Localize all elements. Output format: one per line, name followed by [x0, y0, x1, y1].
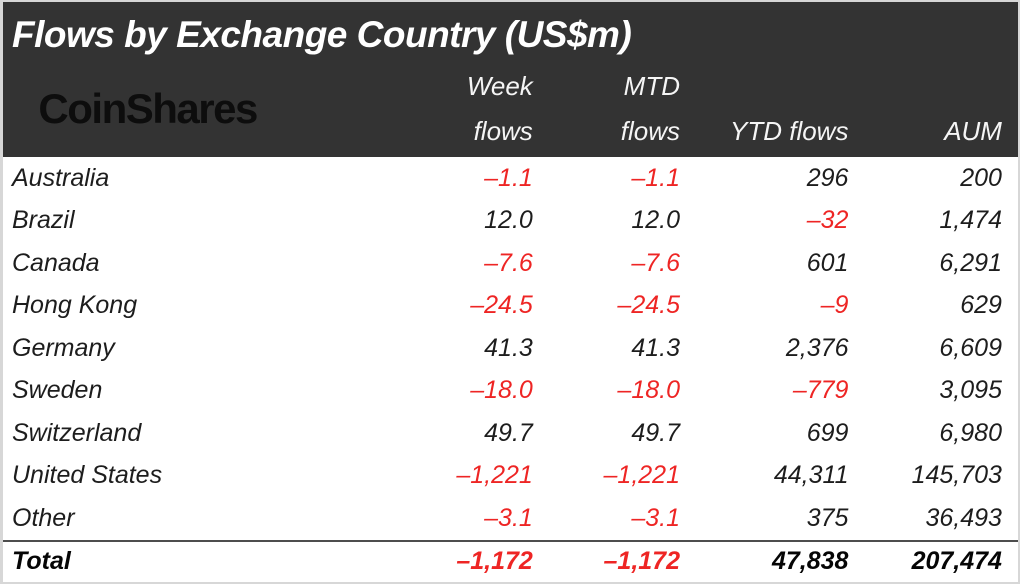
- aum-cell: 6,609: [939, 333, 1002, 362]
- week-flows-cell: –1,221: [456, 461, 533, 490]
- ytd-flows-cell: 296: [806, 163, 849, 192]
- aum-cell: 145,703: [911, 461, 1002, 490]
- country-cell: Sweden: [12, 376, 103, 405]
- table-row-switzerland: Switzerland 49.7 49.7 699 6,980: [3, 412, 1018, 455]
- ytd-flows-cell: –32: [806, 206, 849, 235]
- mtd-flows-cell: 41.3: [631, 333, 680, 362]
- table-row-australia: Australia –1.1 –1.1 296 200: [3, 157, 1018, 200]
- table-row-united-states: United States –1,221 –1,221 44,311 145,7…: [3, 455, 1018, 498]
- table-row-sweden: Sweden –18.0 –18.0 –779 3,095: [3, 370, 1018, 413]
- aum-cell: 629: [960, 291, 1002, 320]
- aum-cell: 6,291: [939, 248, 1002, 277]
- mtd-flows-cell: 49.7: [631, 418, 680, 447]
- week-flows-cell: 41.3: [484, 333, 533, 362]
- column-header-week-flows: Week flows: [292, 64, 533, 157]
- total-mtd-flows-cell: –1,172: [603, 547, 680, 576]
- column-header-mtd-line1: MTD: [623, 71, 680, 101]
- aum-cell: 36,493: [925, 503, 1002, 532]
- week-flows-cell: –18.0: [470, 376, 533, 405]
- country-cell: Germany: [12, 333, 115, 362]
- total-ytd-flows-cell: 47,838: [772, 547, 849, 576]
- column-header-row: CoinShares Week flows MTD flows YTD flow…: [3, 57, 1018, 157]
- week-flows-cell: –1.1: [484, 163, 533, 192]
- aum-cell: 3,095: [939, 376, 1002, 405]
- ytd-flows-cell: 2,376: [785, 333, 849, 362]
- column-header-ytd-label: YTD flows: [730, 116, 849, 146]
- table-row-brazil: Brazil 12.0 12.0 –32 1,474: [3, 200, 1018, 243]
- week-flows-cell: 12.0: [484, 206, 533, 235]
- table-row-germany: Germany 41.3 41.3 2,376 6,609: [3, 327, 1018, 370]
- ytd-flows-cell: 44,311: [773, 461, 849, 490]
- country-cell: Brazil: [12, 206, 75, 235]
- table-body: Australia –1.1 –1.1 296 200 Brazil 12.0 …: [3, 157, 1018, 582]
- column-header-aum: AUM: [848, 109, 1018, 157]
- week-flows-cell: 49.7: [484, 418, 533, 447]
- column-header-week-line2: flows: [473, 116, 533, 146]
- mtd-flows-cell: –1,221: [603, 461, 680, 490]
- page-title: Flows by Exchange Country (US$m): [12, 14, 632, 55]
- total-week-flows-cell: –1,172: [456, 547, 533, 576]
- table-row-total: Total –1,172 –1,172 47,838 207,474: [3, 539, 1018, 583]
- week-flows-cell: –24.5: [470, 291, 533, 320]
- country-cell: Canada: [12, 248, 100, 277]
- mtd-flows-cell: –18.0: [617, 376, 680, 405]
- total-aum-cell: 207,474: [911, 547, 1002, 576]
- table-row-other: Other –3.1 –3.1 375 36,493: [3, 497, 1018, 540]
- country-cell: Switzerland: [12, 418, 142, 447]
- country-cell: Australia: [12, 163, 110, 192]
- mtd-flows-cell: –24.5: [617, 291, 680, 320]
- mtd-flows-cell: –3.1: [631, 503, 680, 532]
- aum-cell: 200: [960, 163, 1002, 192]
- table-row-canada: Canada –7.6 –7.6 601 6,291: [3, 242, 1018, 285]
- column-header-mtd-flows: MTD flows: [533, 64, 680, 157]
- mtd-flows-cell: 12.0: [631, 206, 680, 235]
- aum-cell: 6,980: [939, 418, 1002, 447]
- country-cell: United States: [12, 461, 163, 490]
- column-header-aum-label: AUM: [944, 116, 1002, 146]
- ytd-flows-cell: 375: [806, 503, 849, 532]
- column-header-ytd-flows: YTD flows: [680, 109, 848, 157]
- ytd-flows-cell: –779: [792, 376, 849, 405]
- ytd-flows-cell: 601: [806, 248, 849, 277]
- brand-cell: CoinShares: [3, 57, 292, 157]
- country-cell: Other: [12, 503, 75, 532]
- column-header-week-line1: Week: [466, 71, 533, 101]
- ytd-flows-cell: –9: [820, 291, 849, 320]
- mtd-flows-cell: –7.6: [631, 248, 680, 277]
- mtd-flows-cell: –1.1: [631, 163, 680, 192]
- total-label: Total: [12, 547, 71, 576]
- ytd-flows-cell: 699: [806, 418, 849, 447]
- country-cell: Hong Kong: [12, 291, 138, 320]
- week-flows-cell: –3.1: [484, 503, 533, 532]
- week-flows-cell: –7.6: [484, 248, 533, 277]
- aum-cell: 1,474: [939, 206, 1002, 235]
- column-header-mtd-line2: flows: [620, 116, 680, 146]
- table-row-hong-kong: Hong Kong –24.5 –24.5 –9 629: [3, 285, 1018, 328]
- coinshares-logo: CoinShares: [38, 85, 258, 132]
- table-header-band: Flows by Exchange Country (US$m) CoinSha…: [3, 2, 1018, 157]
